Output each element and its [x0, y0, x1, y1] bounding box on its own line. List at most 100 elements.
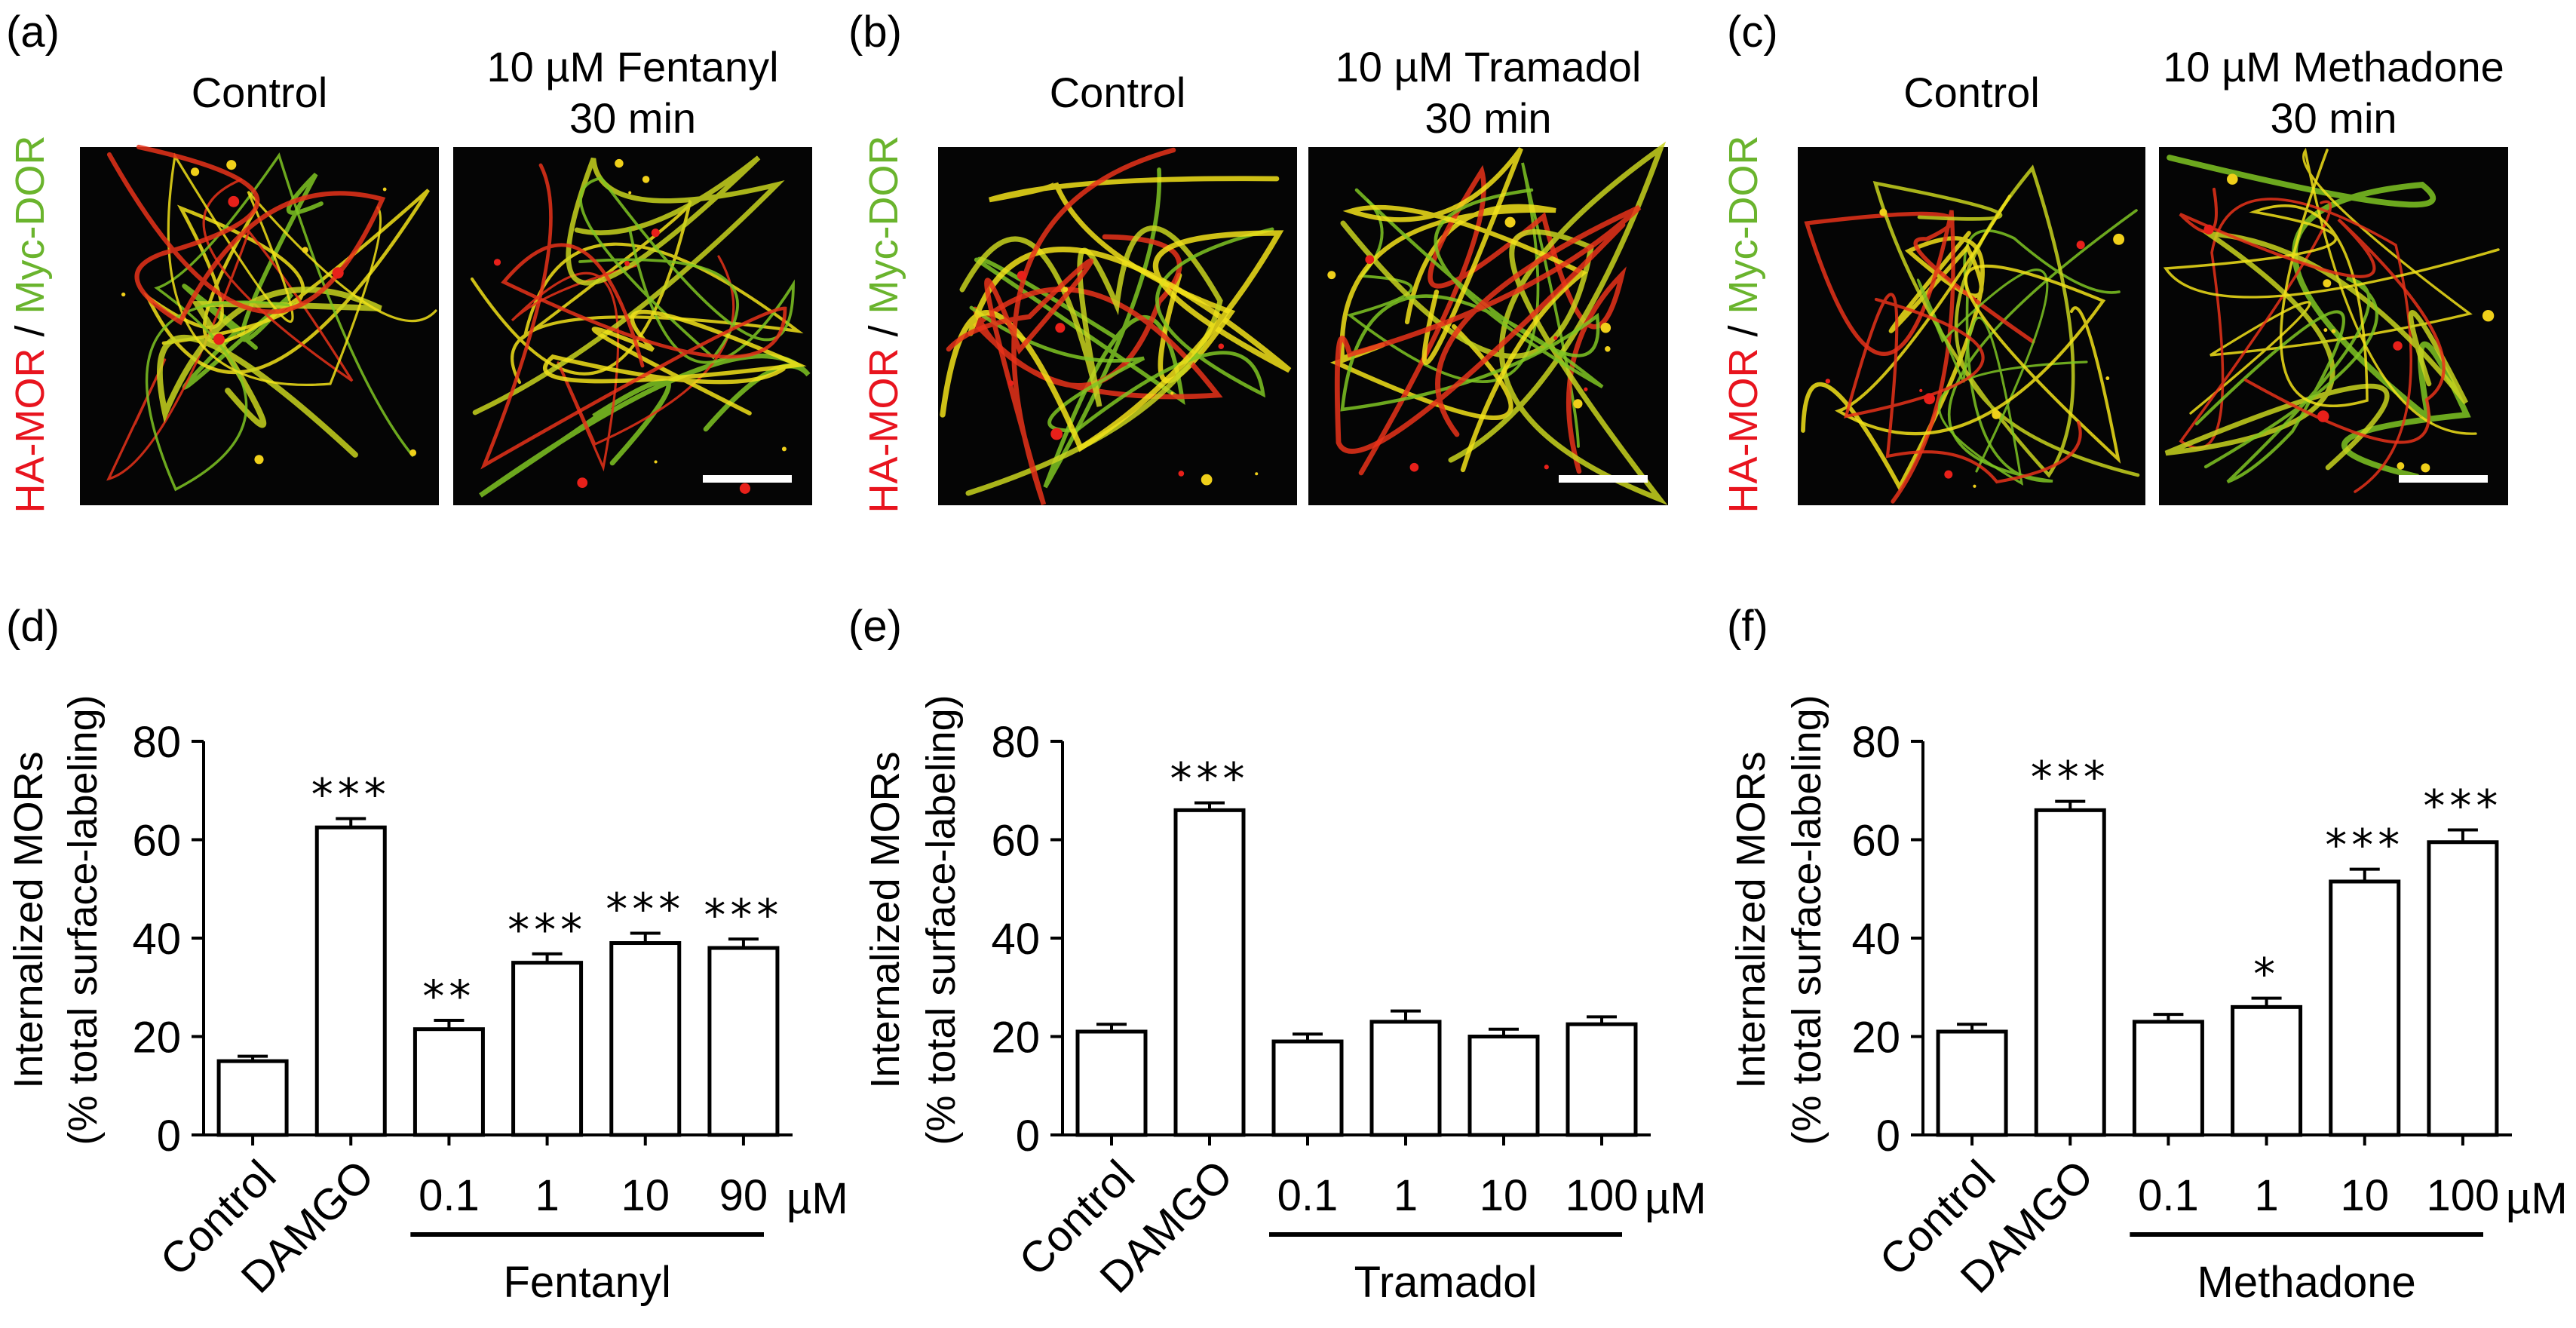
- bar-control: [1936, 1029, 2008, 1137]
- channel-label-separator: /: [1721, 314, 1766, 348]
- channel-label-green: Myc-DOR: [861, 136, 906, 314]
- micrograph-panel-c: (c) HA-MOR / Myc-DOR Control 10 µM Methadon…: [1721, 8, 2508, 513]
- cell-membrane-signal: [1340, 141, 1668, 505]
- channel-label: HA-MOR / Myc-DOR: [1721, 136, 1766, 514]
- vesicle-signal: [2421, 463, 2430, 473]
- channel-label-separator: /: [861, 314, 906, 348]
- panel-label: (c): [1727, 8, 1778, 57]
- bar-damgo: [314, 825, 387, 1137]
- cell-membrane-signal: [959, 225, 1223, 496]
- cell-membrane-signal: [2167, 155, 2471, 480]
- panel-label: (a): [6, 8, 60, 57]
- vesicle-signal: [1255, 472, 1259, 476]
- vesicle-signal: [1924, 393, 1936, 405]
- vesicle-signal: [1218, 343, 1225, 350]
- vesicle-signal: [1919, 388, 1923, 393]
- significance-marker: ***: [508, 904, 587, 955]
- micrograph-title-treatment: 10 µM Fentanyl: [486, 43, 778, 90]
- bar-10: [1467, 1035, 1540, 1137]
- vesicle-signal: [2331, 329, 2336, 333]
- y-tick-label: 20: [132, 1014, 181, 1063]
- cell-membrane-signal: [1872, 164, 2140, 478]
- vesicle-signal: [1170, 391, 1174, 395]
- y-tick-label: 0: [1016, 1112, 1040, 1161]
- channel-label-red: HA-MOR: [1721, 348, 1766, 514]
- cell-membrane-signal: [1835, 194, 2121, 464]
- y-axis-label-sub: (% total surface-labeling): [918, 695, 964, 1145]
- vesicle-signal: [1825, 379, 1831, 384]
- cell-membrane-signal: [2194, 276, 2378, 483]
- cell-membrane-signal: [2179, 187, 2446, 444]
- cell-membrane-signal: [157, 287, 382, 458]
- cell-membrane-signal: [1334, 204, 1642, 454]
- vesicle-signal: [1584, 387, 1588, 391]
- dose-label: 0.1: [419, 1171, 480, 1220]
- dose-label: 10: [1480, 1171, 1529, 1220]
- vesicle-signal: [1605, 345, 1611, 352]
- vesicle-signal: [228, 195, 240, 207]
- vesicle-signal: [2105, 376, 2110, 381]
- unit-label: µM: [787, 1174, 848, 1223]
- dose-label: 1: [1394, 1171, 1418, 1220]
- vesicle-signal: [190, 167, 200, 176]
- scale-bar: [2399, 475, 2488, 483]
- vesicle-signal: [739, 483, 751, 494]
- dose-label: 10: [621, 1171, 670, 1220]
- cell-membrane-signal: [143, 189, 430, 375]
- significance-marker: ***: [1170, 753, 1250, 805]
- bar-10: [609, 941, 682, 1137]
- y-tick-label: 80: [1851, 718, 1900, 767]
- y-tick-label: 0: [1876, 1112, 1900, 1161]
- bar-control: [1075, 1029, 1148, 1137]
- channel-label-separator: /: [8, 314, 53, 348]
- y-axis-label-sub: (% total surface-labeling): [60, 695, 106, 1145]
- y-tick-label: 60: [132, 817, 181, 866]
- micrograph-control: [938, 147, 1297, 506]
- bar-0_1: [412, 1027, 485, 1137]
- bar-0_1: [2132, 1020, 2204, 1137]
- dose-label: 1: [535, 1171, 559, 1220]
- bar-100: [1566, 1022, 1638, 1137]
- y-tick-label: 40: [991, 915, 1040, 964]
- vesicle-signal: [2397, 462, 2405, 470]
- panel-label: (d): [6, 602, 60, 651]
- vesicle-signal: [2323, 328, 2328, 333]
- vesicle-signal: [1201, 474, 1213, 486]
- vesicle-signal: [577, 477, 588, 489]
- vesicle-signal: [651, 228, 660, 238]
- group-label: Methadone: [2197, 1258, 2416, 1307]
- vesicle-signal: [2323, 279, 2332, 288]
- vesicle-signal: [493, 259, 501, 266]
- vesicle-signal: [654, 460, 658, 464]
- panel-label: (b): [848, 8, 902, 57]
- cell-membrane-signal: [946, 147, 1176, 506]
- unit-label: µM: [2506, 1174, 2568, 1223]
- y-tick-label: 0: [157, 1112, 181, 1161]
- bar-100: [2427, 840, 2499, 1137]
- cell-membrane-signal: [106, 178, 354, 481]
- dose-label: 100: [1566, 1171, 1639, 1220]
- micrograph-title-control: Control: [1050, 69, 1186, 116]
- bar-chart-e: (e) Internalized MORs (% total surface-lab…: [848, 602, 1707, 1307]
- cell-membrane-signal: [1358, 164, 1627, 476]
- dose-label: 10: [2340, 1171, 2389, 1220]
- vesicle-signal: [1409, 462, 1419, 472]
- y-axis-label: Internalized MORs: [863, 751, 908, 1088]
- vesicle-signal: [2317, 410, 2329, 422]
- vesicle-signal: [1055, 323, 1066, 333]
- micrograph-title-control: Control: [192, 69, 328, 116]
- cell-membrane-signal: [542, 309, 807, 416]
- cell-membrane-signal: [2189, 147, 2477, 435]
- y-axis-label: Internalized MORs: [6, 751, 51, 1088]
- y-tick-label: 60: [1851, 817, 1900, 866]
- vesicle-signal: [226, 160, 237, 170]
- cell-membrane-signal: [480, 163, 787, 470]
- vesicle-signal: [1879, 208, 1888, 216]
- unit-label: µM: [1645, 1174, 1707, 1223]
- channel-label-green: Myc-DOR: [1721, 136, 1766, 314]
- vesicle-signal: [2482, 310, 2495, 322]
- vesicle-signal: [121, 292, 126, 297]
- vesicle-signal: [254, 455, 264, 465]
- significance-marker: ***: [2325, 820, 2404, 871]
